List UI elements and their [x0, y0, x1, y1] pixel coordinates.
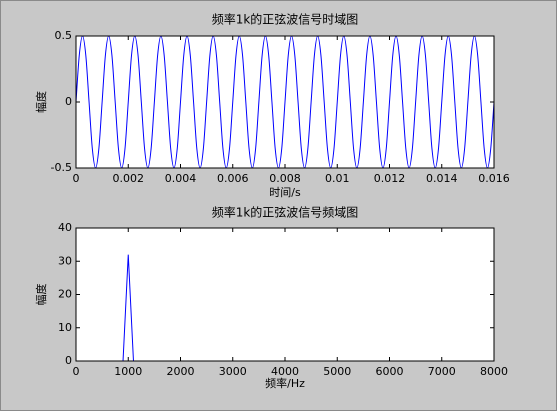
- x-tick-label: 1000: [114, 365, 142, 378]
- x-tick-label: 0: [73, 365, 80, 378]
- x-tick-label: 0.006: [217, 172, 249, 185]
- x-tick-label: 0.004: [165, 172, 197, 185]
- y-tick-label: 0: [65, 95, 72, 108]
- x-tick-label: 4000: [271, 365, 299, 378]
- x-tick-label: 0.014: [426, 172, 458, 185]
- y-axis-label: 幅度: [34, 284, 48, 306]
- y-tick-label: 20: [58, 288, 72, 301]
- x-tick-label: 2000: [167, 365, 195, 378]
- chart-title: 频率1k的正弦波信号时域图: [212, 12, 359, 27]
- y-tick-label: 0.5: [55, 29, 73, 42]
- y-tick-label: 40: [58, 221, 72, 234]
- axes-box: [75, 35, 495, 169]
- x-tick-label: 0.016: [478, 172, 510, 185]
- x-tick-label: 3000: [219, 365, 247, 378]
- x-tick-label: 0.012: [374, 172, 406, 185]
- y-tick-label: 0: [65, 354, 72, 367]
- x-tick-label: 0.008: [269, 172, 301, 185]
- x-tick-label: 7000: [428, 365, 456, 378]
- y-tick-label: 10: [58, 321, 72, 334]
- x-axis-label: 时间/s: [269, 186, 301, 199]
- x-tick-label: 0.002: [113, 172, 145, 185]
- x-tick-label: 0.01: [325, 172, 350, 185]
- axes-box: [75, 227, 495, 362]
- x-tick-label: 5000: [323, 365, 351, 378]
- y-tick-label: -0.5: [51, 161, 72, 174]
- y-tick-label: 30: [58, 254, 72, 267]
- x-tick-label: 8000: [480, 365, 508, 378]
- y-axis-label: 幅度: [34, 91, 48, 113]
- chart-title: 频率1k的正弦波信号频域图: [212, 205, 359, 220]
- x-axis-label: 频率/Hz: [265, 376, 305, 390]
- plot-area: [76, 228, 494, 361]
- x-tick-label: 0: [73, 172, 80, 185]
- data-line: [75, 35, 495, 169]
- x-tick-label: 6000: [376, 365, 404, 378]
